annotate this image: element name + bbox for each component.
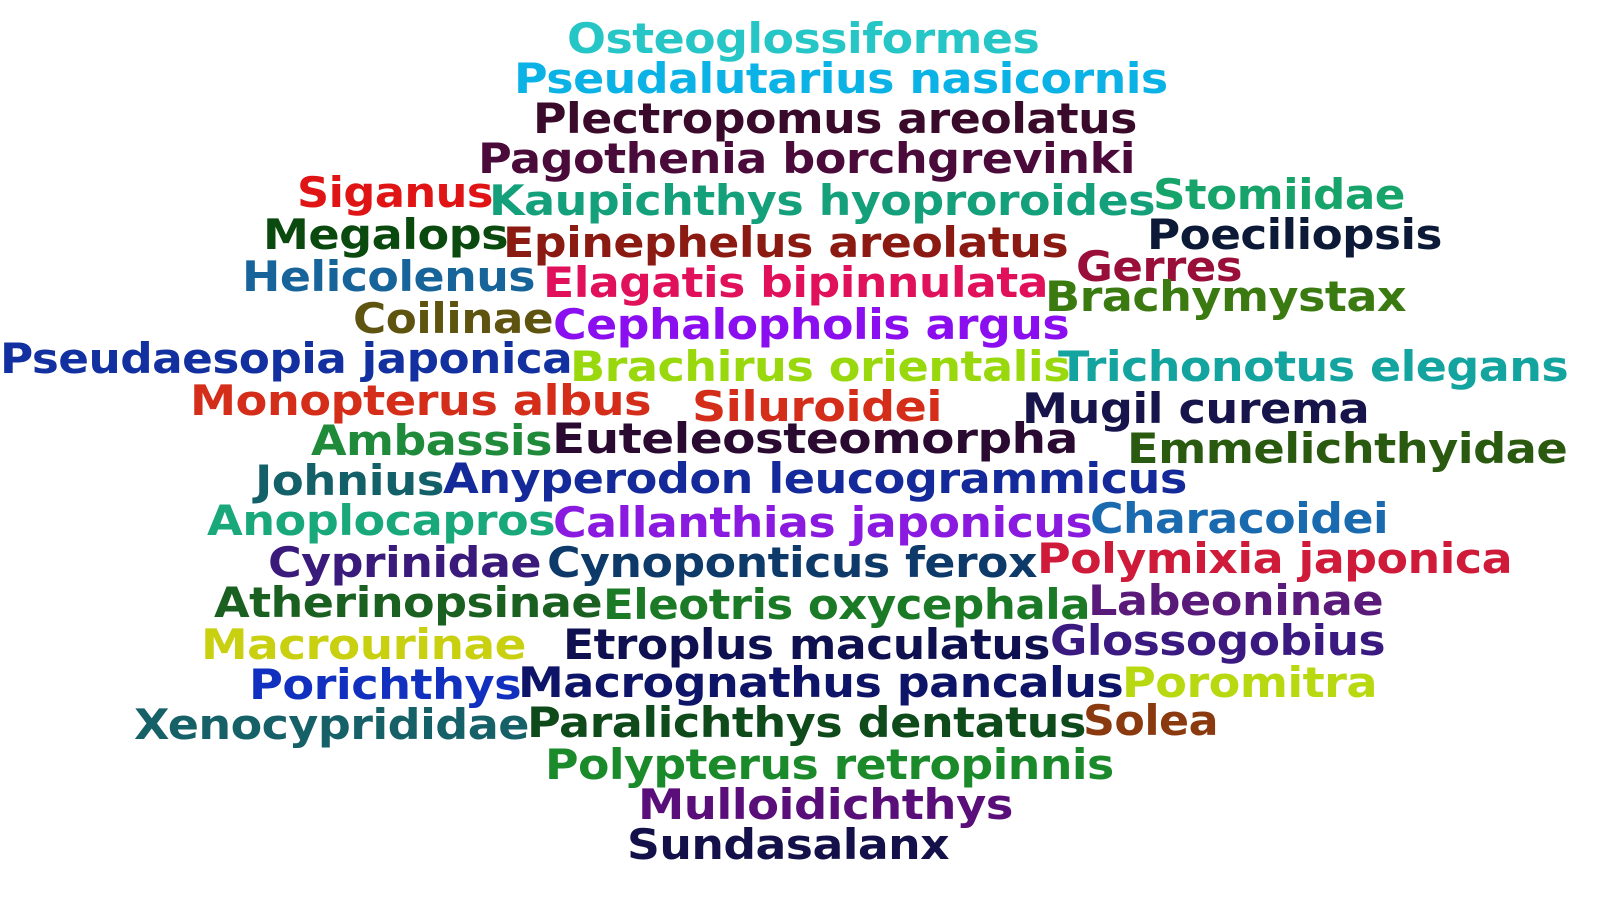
cloud-word: Mulloidichthys xyxy=(638,780,1013,829)
cloud-word: Siluroidei xyxy=(692,382,943,431)
cloud-word: Cynoponticus ferox xyxy=(547,538,1038,587)
cloud-word: Plectropomus areolatus xyxy=(533,94,1137,143)
cloud-word: Sundasalanx xyxy=(627,820,950,869)
cloud-word: Xenocyprididae xyxy=(134,700,529,749)
cloud-word: Euteleosteomorpha xyxy=(552,414,1078,463)
cloud-word: Cephalopholis argus xyxy=(553,300,1070,349)
cloud-word: Epinephelus areolatus xyxy=(503,218,1069,267)
cloud-word: Brachirus orientalis xyxy=(570,342,1071,391)
cloud-word: Gerres xyxy=(1076,242,1243,291)
cloud-word: Anyperodon leucogrammicus xyxy=(443,454,1187,503)
cloud-word: Labeoninae xyxy=(1088,576,1384,625)
cloud-word: Macrourinae xyxy=(201,620,526,669)
cloud-word: Pagothenia borchgrevinki xyxy=(478,134,1136,183)
cloud-word: Atherinopsinae xyxy=(214,578,603,627)
cloud-word: Eleotris oxycephala xyxy=(603,580,1091,629)
cloud-word: Macrognathus pancalus xyxy=(518,658,1124,707)
cloud-word: Cyprinidae xyxy=(268,538,542,587)
cloud-word: Helicolenus xyxy=(242,252,536,301)
cloud-word: Pseudaesopia japonica xyxy=(0,334,573,383)
cloud-word: Porichthys xyxy=(249,660,522,709)
cloud-word: Callanthias japonicus xyxy=(553,498,1093,547)
cloud-word: Polypterus retropinnis xyxy=(545,740,1114,789)
cloud-word: Kaupichthys hyoproroides xyxy=(489,176,1156,225)
cloud-word: Poromitra xyxy=(1122,658,1378,707)
cloud-word: Trichonotus elegans xyxy=(1058,342,1569,391)
cloud-word: Pseudalutarius nasicornis xyxy=(514,54,1168,103)
cloud-word: Glossogobius xyxy=(1050,616,1386,665)
cloud-word: Stomiidae xyxy=(1153,170,1405,219)
cloud-word: Poeciliopsis xyxy=(1147,210,1442,259)
cloud-word: Osteoglossiformes xyxy=(567,14,1040,63)
cloud-word: Johnius xyxy=(255,456,445,505)
cloud-word: Monopterus albus xyxy=(190,376,652,425)
cloud-word: Etroplus maculatus xyxy=(563,620,1050,669)
cloud-word: Polymixia japonica xyxy=(1037,534,1513,583)
cloud-word: Siganus xyxy=(297,168,494,217)
cloud-word: Brachymystax xyxy=(1045,272,1407,321)
cloud-word: Ambassis xyxy=(311,416,553,465)
cloud-word: Solea xyxy=(1083,696,1219,745)
cloud-word: Anoplocapros xyxy=(207,496,556,545)
cloud-word: Elagatis bipinnulata xyxy=(543,258,1049,307)
cloud-word: Mugil curema xyxy=(1022,384,1370,433)
cloud-word: Megalops xyxy=(263,210,509,259)
cloud-word: Paralichthys dentatus xyxy=(527,698,1086,747)
cloud-word: Emmelichthyidae xyxy=(1127,424,1568,473)
cloud-word: Coilinae xyxy=(353,294,554,343)
cloud-word: Characoidei xyxy=(1090,494,1389,543)
